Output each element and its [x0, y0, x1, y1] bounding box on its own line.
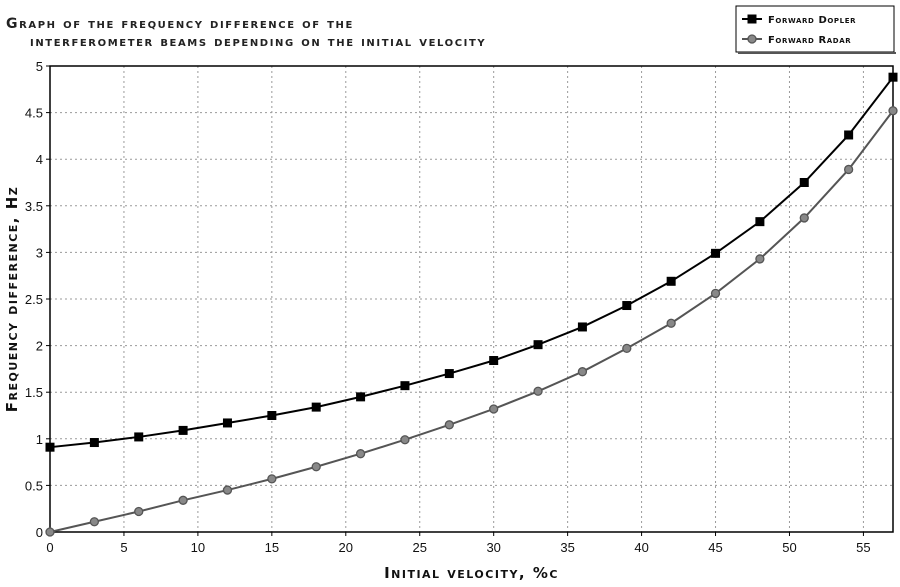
marker-forward-radar-point	[45, 527, 55, 537]
chart-title: Graph of the frequency difference of the…	[6, 16, 486, 50]
x-tick-label: 20	[339, 540, 353, 555]
legend-item-forward-radar: Forward Radar	[742, 34, 851, 46]
y-tick-label: 4.5	[25, 106, 43, 121]
marker-forward-radar-point	[489, 404, 499, 414]
marker-forward-dopler-point	[666, 276, 676, 286]
marker-forward-dopler-point	[45, 442, 55, 452]
marker-forward-radar-point	[666, 318, 676, 328]
y-tick-label: 1	[36, 432, 43, 447]
marker-forward-radar-point	[311, 462, 321, 472]
y-tick-label: 2	[36, 339, 43, 354]
series-line-forward-radar	[49, 110, 894, 533]
x-tick-label: 40	[634, 540, 648, 555]
marker-forward-dopler-point	[755, 217, 765, 227]
x-tick-label: 15	[265, 540, 279, 555]
marker-forward-dopler-point	[622, 301, 632, 311]
marker-forward-radar-point	[888, 106, 898, 116]
x-tick-label: 5	[120, 540, 127, 555]
x-tick-label: 55	[856, 540, 870, 555]
y-tick-label: 5	[36, 59, 43, 74]
marker-forward-radar-point	[843, 164, 854, 175]
marker-forward-radar-point	[267, 474, 277, 484]
y-tick-label: 0.5	[25, 478, 43, 493]
legend-box	[735, 5, 895, 53]
x-tick-label: 45	[708, 540, 722, 555]
y-axis-label: Frequency difference, Hz	[3, 186, 21, 413]
y-tick-label: 3	[36, 245, 43, 260]
marker-forward-radar-point	[533, 386, 543, 396]
marker-forward-radar-point	[622, 343, 632, 354]
grid-lines	[50, 66, 893, 532]
x-tick-label: 35	[560, 540, 574, 555]
series-layer	[45, 72, 898, 537]
marker-forward-dopler-point	[711, 248, 721, 258]
legend: Forward Dopler Forward Radar	[735, 5, 896, 54]
x-tick-label: 0	[46, 540, 53, 555]
y-tick-label: 4	[36, 152, 43, 167]
x-tick-label: 10	[191, 540, 205, 555]
marker-forward-radar-point	[89, 517, 100, 527]
marker-forward-dopler-point	[222, 418, 232, 428]
chart-title-line-2: interferometer beams depending on the in…	[30, 34, 486, 50]
legend-shadow	[738, 52, 896, 54]
legend-item-forward-dopler: Forward Dopler	[742, 14, 856, 26]
x-tick-label: 25	[413, 540, 427, 555]
legend-label: Forward Dopler	[768, 15, 856, 26]
series-line-forward-dopler	[49, 76, 894, 449]
marker-forward-dopler-point	[533, 340, 543, 350]
marker-forward-radar-point	[222, 485, 233, 495]
marker-forward-dopler-point	[400, 381, 410, 391]
marker-forward-dopler-point	[356, 392, 366, 402]
marker-forward-radar-point	[577, 367, 588, 377]
marker-forward-dopler-point	[577, 322, 587, 332]
y-tick-label: 2.5	[25, 292, 43, 307]
legend-label: Forward Radar	[768, 35, 851, 46]
marker-forward-dopler-point	[134, 432, 144, 442]
marker-forward-radar-point	[178, 495, 188, 505]
marker-forward-radar-point	[799, 213, 809, 223]
y-tick-label: 0	[36, 525, 43, 540]
marker-forward-radar-point	[134, 506, 144, 517]
marker-forward-dopler-point	[489, 356, 499, 366]
series-forward-radar	[45, 106, 898, 537]
marker-forward-radar-point	[710, 288, 721, 299]
marker-forward-dopler-legend	[747, 14, 757, 24]
axis-ticks: 0 5 10 15 20 25 30 35 40 45 50 55 0 0.5 1 1.5 2 2.5 3 3.5 4 4…	[25, 59, 871, 555]
marker-forward-radar-point	[400, 435, 410, 445]
marker-forward-radar-point	[444, 420, 454, 430]
marker-forward-dopler-point	[178, 425, 188, 435]
chart-title-line-1: Graph of the frequency difference of the	[6, 16, 354, 32]
marker-forward-dopler-point	[267, 411, 277, 420]
y-tick-label: 3.5	[25, 199, 43, 214]
marker-forward-dopler-point	[844, 130, 854, 140]
x-tick-label: 50	[782, 540, 796, 555]
y-tick-label: 1.5	[25, 385, 43, 400]
marker-forward-radar-point	[755, 254, 765, 264]
series-forward-dopler	[45, 72, 898, 452]
marker-forward-dopler-point	[89, 438, 99, 448]
marker-forward-dopler-point	[311, 402, 321, 412]
x-axis-label: Initial velocity, %c	[384, 564, 559, 582]
marker-forward-dopler-point	[444, 369, 454, 379]
marker-forward-radar-legend	[747, 34, 757, 44]
marker-forward-dopler-point	[799, 178, 809, 187]
marker-forward-dopler-point	[888, 72, 898, 82]
x-tick-label: 30	[486, 540, 500, 555]
marker-forward-radar-point	[355, 449, 366, 459]
